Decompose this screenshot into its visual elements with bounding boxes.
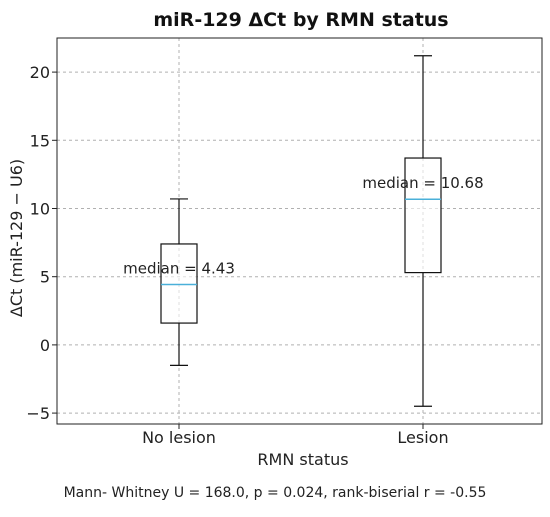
stats-footer: Mann- Whitney U = 168.0, p = 0.024, rank… (63, 485, 487, 501)
iqr-box (404, 157, 442, 274)
box-0: median = 4.43 (123, 198, 235, 366)
plot-frame (56, 37, 543, 425)
grid-lines (57, 38, 542, 424)
y-tick-label: −5 (26, 404, 50, 423)
y-tick-label: 15 (30, 131, 50, 150)
y-axis-ticks: −5 0 5 10 15 20 (26, 63, 57, 423)
median-label: median = 10.68 (362, 174, 483, 192)
y-tick-label: 10 (30, 199, 50, 218)
chart-title: miR-129 ΔCt by RMN status (153, 9, 448, 31)
y-tick-label: 20 (30, 63, 50, 82)
y-axis-label: ΔCt (miR-129 − U6) (7, 159, 26, 317)
x-tick-label: Lesion (397, 428, 448, 447)
y-tick-label: 0 (40, 336, 50, 355)
median-label: median = 4.43 (123, 259, 235, 277)
box-1: median = 10.68 (362, 55, 484, 407)
x-axis-ticks: No lesion Lesion (142, 424, 449, 447)
box-plot-chart: miR-129 ΔCt by RMN status median = 4.43m… (7, 9, 543, 469)
x-axis-label: RMN status (257, 450, 348, 469)
boxes: median = 4.43 median = 10.68 (123, 55, 484, 407)
iqr-box (160, 243, 198, 324)
y-tick-label: 5 (40, 268, 50, 287)
x-tick-label: No lesion (142, 428, 216, 447)
